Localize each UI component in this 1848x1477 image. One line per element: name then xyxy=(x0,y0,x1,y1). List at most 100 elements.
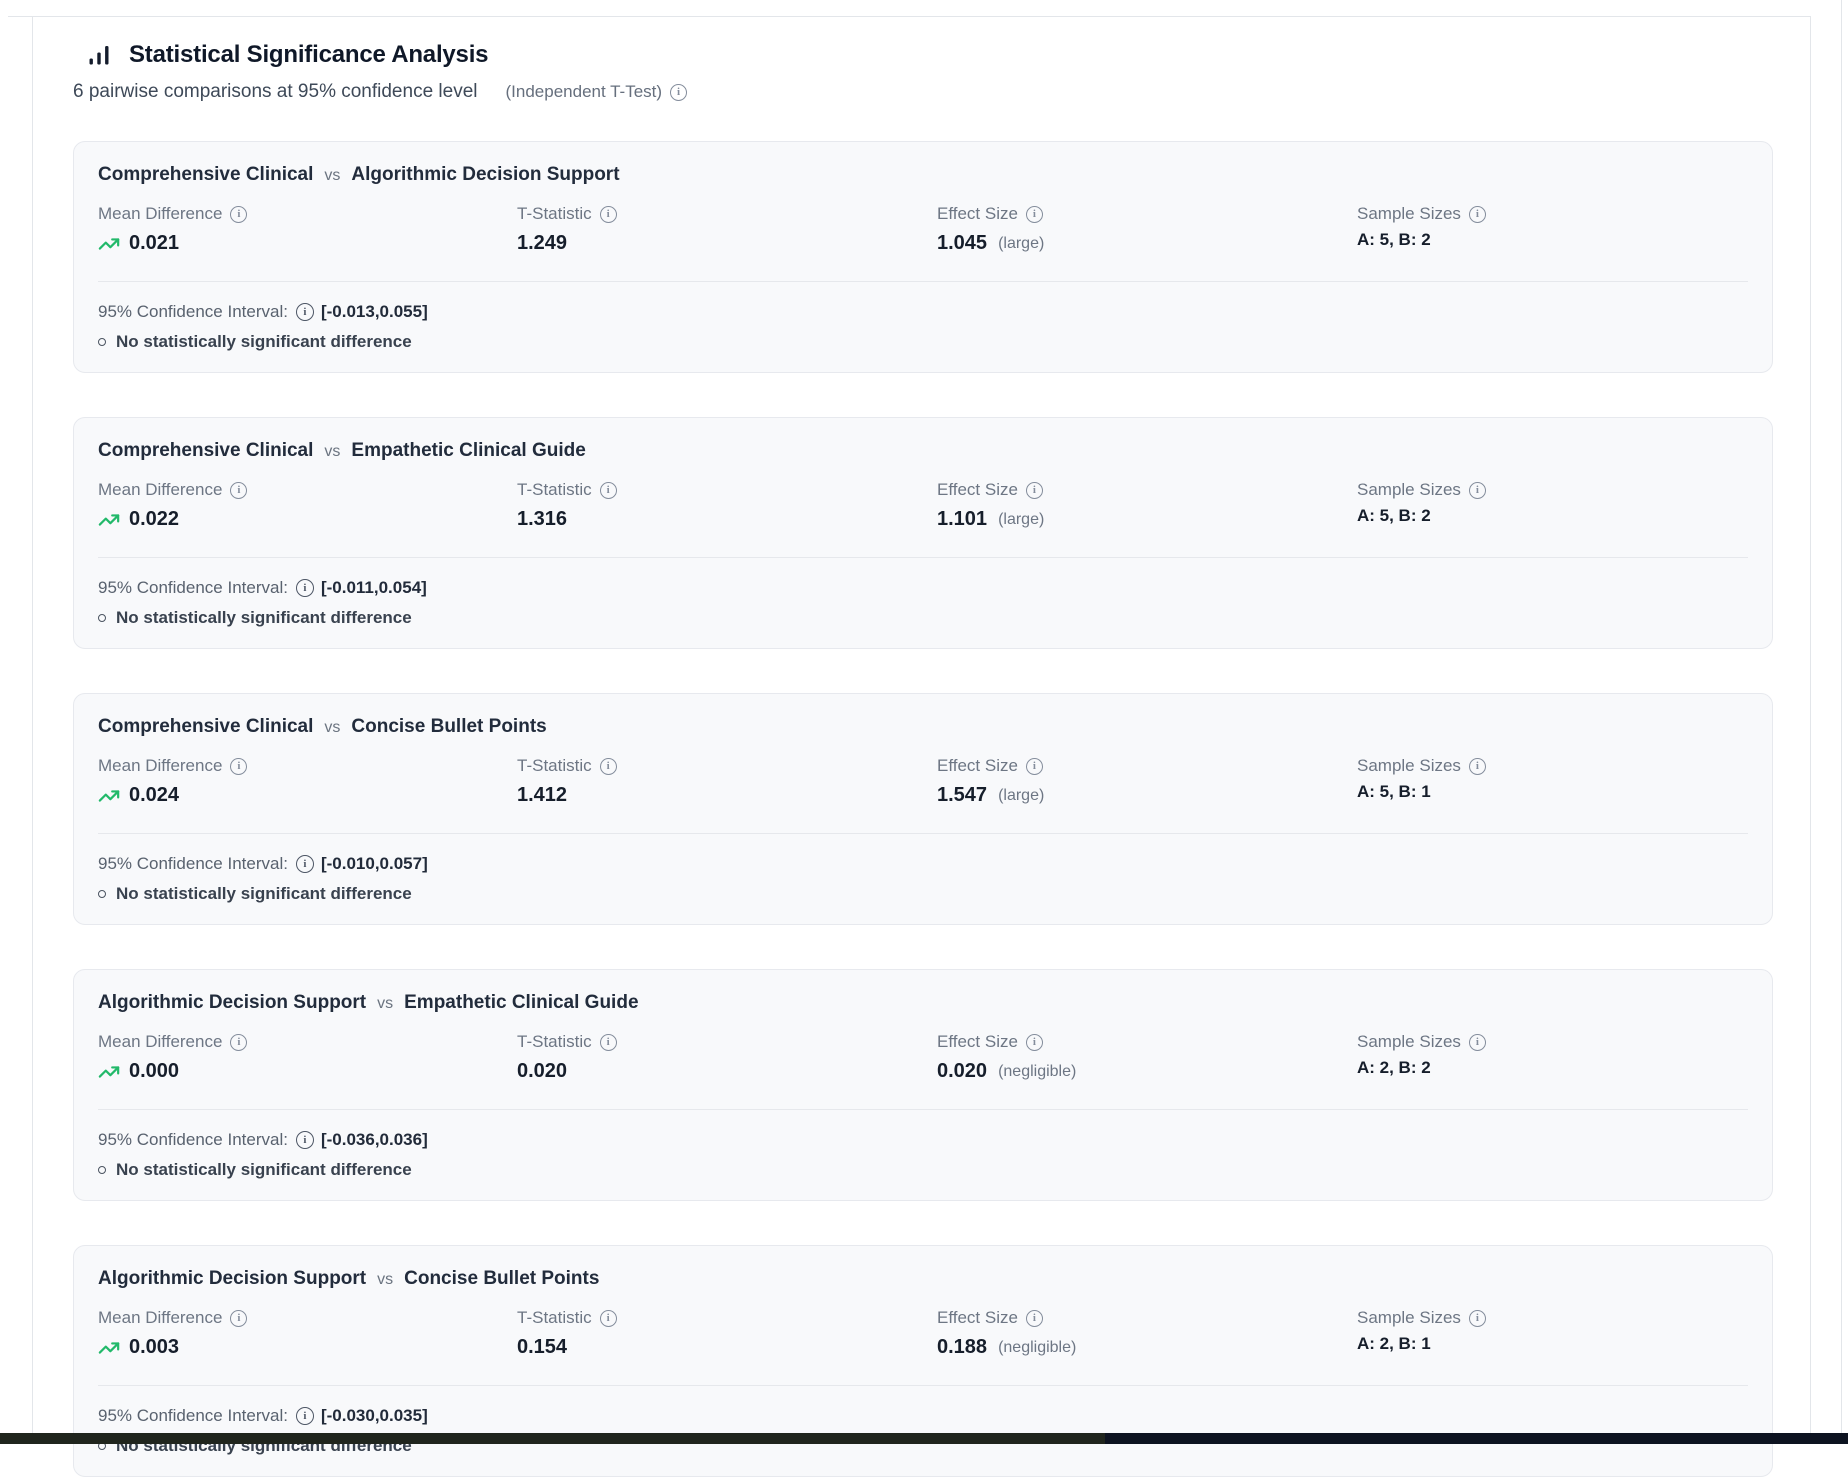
effect-magnitude: (large) xyxy=(998,787,1044,805)
effect-magnitude: (large) xyxy=(998,235,1044,253)
info-icon[interactable] xyxy=(296,303,314,321)
stat-effect-size: Effect Size 1.101 (large) xyxy=(937,480,1357,531)
stat-effect-size: Effect Size 0.020 (negligible) xyxy=(937,1032,1357,1083)
comparisons-subtitle: 6 pairwise comparisons at 95% confidence… xyxy=(73,81,478,103)
page-right-border xyxy=(1841,0,1842,1444)
info-icon[interactable] xyxy=(230,1034,247,1051)
ci-label: 95% Confidence Interval: xyxy=(98,578,288,598)
confidence-interval-row: 95% Confidence Interval: [-0.030,0.035] xyxy=(98,1406,1748,1426)
model-b-name: Empathetic Clinical Guide xyxy=(404,992,638,1014)
model-a-name: Comprehensive Clinical xyxy=(98,164,313,186)
stat-value: 1.412 xyxy=(517,784,567,807)
vs-label: vs xyxy=(377,1271,393,1289)
info-icon[interactable] xyxy=(600,482,617,499)
info-icon[interactable] xyxy=(296,1131,314,1149)
stat-mean-difference: Mean Difference 0.003 xyxy=(98,1308,517,1359)
stat-label: T-Statistic xyxy=(517,756,592,776)
trending-up-icon xyxy=(98,1337,120,1359)
info-icon[interactable] xyxy=(1469,482,1486,499)
info-icon[interactable] xyxy=(670,84,687,101)
info-icon[interactable] xyxy=(230,482,247,499)
stat-value: 0.021 xyxy=(129,232,179,255)
stat-value: A: 5, B: 2 xyxy=(1357,506,1431,526)
card-divider xyxy=(98,833,1748,834)
info-icon[interactable] xyxy=(296,855,314,873)
info-icon[interactable] xyxy=(1026,1310,1043,1327)
stat-label: Effect Size xyxy=(937,480,1018,500)
info-icon[interactable] xyxy=(230,206,247,223)
effect-magnitude: (negligible) xyxy=(998,1063,1076,1081)
circle-bullet-icon xyxy=(98,614,106,622)
stat-value: A: 5, B: 2 xyxy=(1357,230,1431,250)
info-icon[interactable] xyxy=(296,1407,314,1425)
method-note: (Independent T-Test) xyxy=(506,82,688,102)
info-icon[interactable] xyxy=(1469,1034,1486,1051)
info-icon[interactable] xyxy=(230,1310,247,1327)
stat-label: T-Statistic xyxy=(517,1308,592,1328)
comparison-title: Comprehensive Clinical vs Algorithmic De… xyxy=(98,164,1748,186)
info-icon[interactable] xyxy=(600,1034,617,1051)
comparison-title: Algorithmic Decision Support vs Concise … xyxy=(98,1268,1748,1290)
info-icon[interactable] xyxy=(1026,206,1043,223)
conclusion-text: No statistically significant difference xyxy=(116,1160,412,1180)
significance-conclusion: No statistically significant difference xyxy=(98,332,1748,352)
model-a-name: Algorithmic Decision Support xyxy=(98,1268,366,1290)
info-icon[interactable] xyxy=(1026,758,1043,775)
stat-value: 0.020 xyxy=(937,1060,987,1083)
ci-value: [-0.036,0.036] xyxy=(321,1130,428,1150)
trending-up-icon xyxy=(98,509,120,531)
info-icon[interactable] xyxy=(1469,1310,1486,1327)
circle-bullet-icon xyxy=(98,338,106,346)
stat-label: Mean Difference xyxy=(98,204,222,224)
stat-label: Effect Size xyxy=(937,756,1018,776)
info-icon[interactable] xyxy=(1469,206,1486,223)
effect-magnitude: (large) xyxy=(998,511,1044,529)
stats-row: Mean Difference 0.022 T-Statistic 1.316 … xyxy=(98,480,1748,531)
model-b-name: Concise Bullet Points xyxy=(351,716,546,738)
significance-conclusion: No statistically significant difference xyxy=(98,608,1748,628)
stat-label: T-Statistic xyxy=(517,480,592,500)
bottom-system-bar xyxy=(0,1433,1848,1444)
stat-label: Sample Sizes xyxy=(1357,204,1461,224)
vs-label: vs xyxy=(324,167,340,185)
ci-value: [-0.010,0.057] xyxy=(321,854,428,874)
info-icon[interactable] xyxy=(600,206,617,223)
stat-label: Sample Sizes xyxy=(1357,480,1461,500)
stat-label: Effect Size xyxy=(937,1032,1018,1052)
info-icon[interactable] xyxy=(1469,758,1486,775)
stat-value: 0.022 xyxy=(129,508,179,531)
vs-label: vs xyxy=(324,443,340,461)
info-icon[interactable] xyxy=(296,579,314,597)
conclusion-text: No statistically significant difference xyxy=(116,332,412,352)
stat-sample-sizes: Sample Sizes A: 2, B: 2 xyxy=(1357,1032,1748,1083)
info-icon[interactable] xyxy=(600,1310,617,1327)
stat-label: Effect Size xyxy=(937,1308,1018,1328)
stat-value: 1.045 xyxy=(937,232,987,255)
stat-value: A: 5, B: 1 xyxy=(1357,782,1431,802)
card-divider xyxy=(98,557,1748,558)
page-title: Statistical Significance Analysis xyxy=(129,41,488,69)
confidence-interval-row: 95% Confidence Interval: [-0.011,0.054] xyxy=(98,578,1748,598)
stat-effect-size: Effect Size 1.045(large) xyxy=(937,204,1357,255)
stat-sample-sizes: Sample Sizes A: 2, B: 1 xyxy=(1357,1308,1748,1359)
comparison-card-list: Comprehensive Clinical vs Algorithmic De… xyxy=(73,141,1773,1477)
info-icon[interactable] xyxy=(230,758,247,775)
section-header: Statistical Significance Analysis 6 pair… xyxy=(33,17,1810,103)
stat-label: Mean Difference xyxy=(98,1032,222,1052)
model-b-name: Empathetic Clinical Guide xyxy=(351,440,585,462)
effect-magnitude: (negligible) xyxy=(998,1339,1076,1357)
stat-value: A: 2, B: 1 xyxy=(1357,1334,1431,1354)
stat-label: Mean Difference xyxy=(98,1308,222,1328)
stat-mean-difference: Mean Difference 0.024 xyxy=(98,756,517,807)
info-icon[interactable] xyxy=(1026,1034,1043,1051)
stats-row: Mean Difference 0.021 T-Statistic 1.249 … xyxy=(98,204,1748,255)
ci-value: [-0.011,0.054] xyxy=(321,578,427,598)
ci-label: 95% Confidence Interval: xyxy=(98,1406,288,1426)
stat-value: 1.101 xyxy=(937,508,987,531)
conclusion-text: No statistically significant difference xyxy=(116,884,412,904)
info-icon[interactable] xyxy=(600,758,617,775)
stat-value: 1.547 xyxy=(937,784,987,807)
bar-chart-icon xyxy=(87,43,111,67)
info-icon[interactable] xyxy=(1026,482,1043,499)
ci-value: [-0.030,0.035] xyxy=(321,1406,428,1426)
